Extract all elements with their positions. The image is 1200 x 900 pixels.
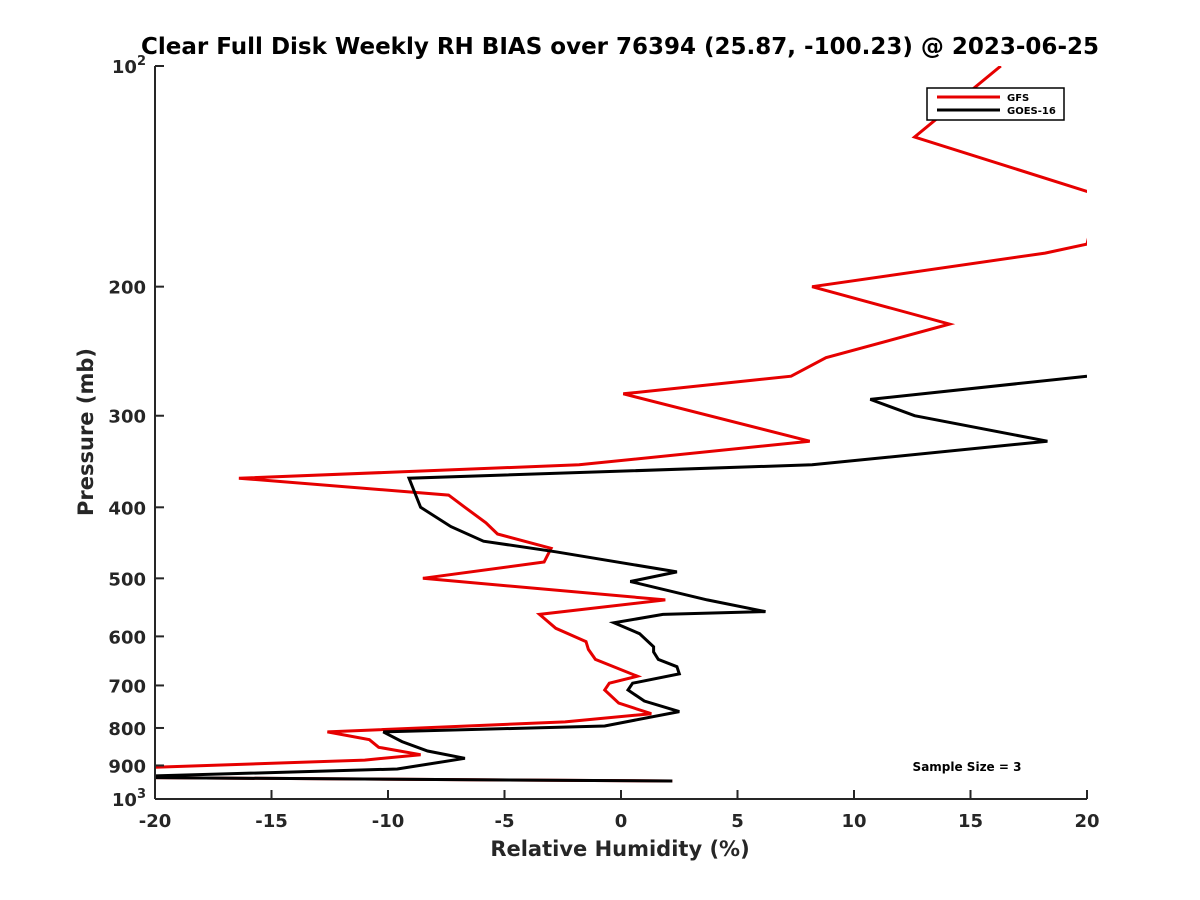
tick-labels: -20 -15 -10 -5 0 5 10 15 20 102 200 300 400 500 600 700… [108,54,1099,832]
axes [154,66,1087,800]
x-tick-label: -10 [372,811,405,832]
series-line-gfs [155,66,1087,783]
y-tick-label: 600 [108,627,146,648]
y-tick-label: 700 [108,676,146,697]
x-tick-label: 15 [958,811,983,832]
y-tick-label: 900 [108,756,146,777]
y-tick-label: 200 [108,278,146,299]
x-axis-label: Relative Humidity (%) [490,837,749,861]
chart-title: Clear Full Disk Weekly RH BIAS over 7639… [141,34,1099,60]
x-tick-label: -15 [255,811,288,832]
x-tick-label: 10 [841,811,866,832]
legend-box [926,87,1065,121]
x-tick-label: 20 [1074,811,1099,832]
series-line-goes-16 [155,374,1087,783]
y-tick-label: 500 [108,569,146,590]
legend-label-gfs: GFS [1007,93,1029,104]
x-tick-label: -20 [139,811,172,832]
legend-label-goes-16: GOES-16 [1007,106,1056,117]
y-tick-label: 400 [108,498,146,519]
plot-series [155,66,1087,783]
sample-size-annotation: Sample Size = 3 [913,760,1022,774]
y-tick-label: 102 [112,54,146,78]
y-tick-label: 103 [112,787,146,811]
legend: GFS GOES-16 [926,87,1065,121]
x-tick-label: -5 [495,811,515,832]
y-tick-label: 300 [108,407,146,428]
y-tick-label: 800 [108,719,146,740]
x-tick-label: 0 [615,811,628,832]
x-tick-label: 5 [731,811,744,832]
y-axis-label: Pressure (mb) [74,348,98,516]
